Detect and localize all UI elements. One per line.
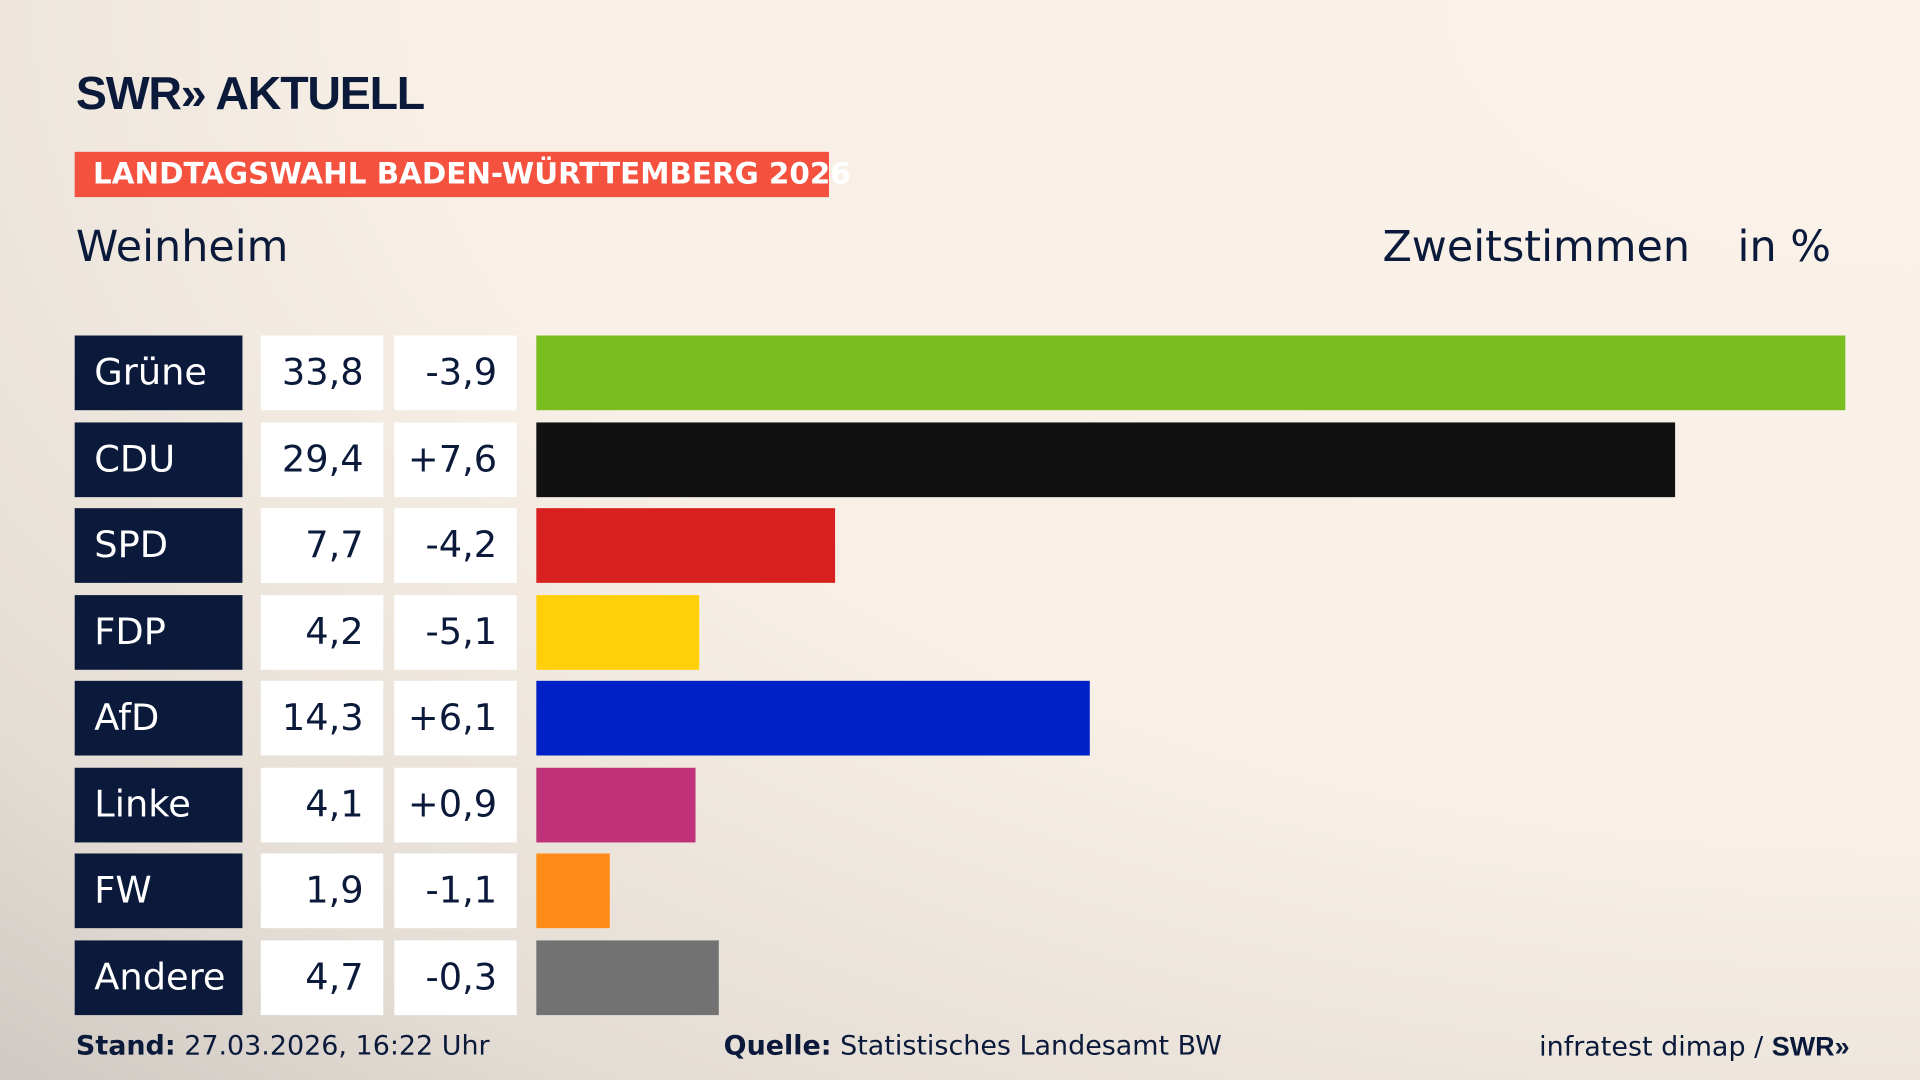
bar — [536, 853, 610, 929]
diff-label: +7,6 — [394, 421, 517, 497]
party-label: Linke — [74, 767, 243, 842]
stand-label: Stand: — [75, 1031, 176, 1062]
bar — [536, 421, 1675, 497]
source: Quelle: Statistisches Landesamt BW — [724, 1031, 1222, 1062]
party-label: CDU — [74, 421, 243, 497]
party-label: Andere — [74, 939, 243, 1015]
timestamp: Stand: 27.03.2026, 16:22 Uhr — [76, 1031, 490, 1062]
value-label: 4,2 — [260, 594, 384, 670]
credit-text: infratest dimap / — [1539, 1032, 1772, 1063]
bar — [536, 594, 699, 670]
diff-label: -0,3 — [394, 939, 517, 1015]
stand-value: 27.03.2026, 16:22 Uhr — [184, 1031, 490, 1062]
diff-label: -4,2 — [394, 508, 517, 583]
value-label: 1,9 — [260, 853, 384, 929]
measure-label: Zweitstimmen — [1382, 222, 1691, 272]
source-label: Quelle: — [723, 1031, 832, 1062]
party-label: FDP — [74, 594, 243, 670]
diff-label: +0,9 — [394, 767, 517, 842]
value-label: 33,8 — [260, 335, 384, 411]
unit-label: in % — [1737, 222, 1831, 272]
value-label: 29,4 — [260, 421, 384, 497]
bar — [536, 335, 1846, 411]
value-label: 7,7 — [260, 508, 384, 583]
bar — [536, 767, 696, 842]
party-label: SPD — [74, 508, 243, 583]
region-title: Weinheim — [75, 222, 289, 272]
party-label: AfD — [74, 680, 243, 756]
bar — [536, 508, 835, 583]
election-badge: LANDTAGSWAHL BADEN-WÜRTTEMBERG 2026 — [74, 151, 851, 198]
diff-label: -1,1 — [394, 853, 517, 929]
value-label: 4,7 — [260, 939, 384, 1015]
credit: infratest dimap / SWR» — [1539, 1031, 1849, 1063]
diff-label: -3,9 — [394, 335, 517, 411]
value-label: 14,3 — [260, 680, 384, 756]
value-label: 4,1 — [260, 767, 384, 842]
swr-logo: SWR» — [1771, 1031, 1850, 1062]
source-value: Statistisches Landesamt BW — [840, 1031, 1222, 1062]
bar — [536, 680, 1091, 756]
party-label: Grüne — [74, 335, 243, 411]
party-label: FW — [74, 853, 243, 929]
diff-label: +6,1 — [394, 680, 517, 756]
bar — [536, 939, 719, 1015]
swr-aktuell-logo: SWR» AKTUELL — [75, 68, 425, 121]
diff-label: -5,1 — [394, 594, 517, 670]
